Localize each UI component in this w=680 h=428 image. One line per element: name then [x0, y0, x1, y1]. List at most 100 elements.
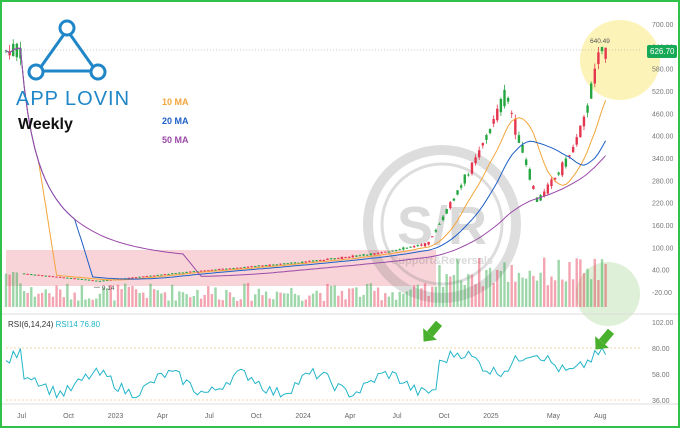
volume-bar: [528, 270, 531, 307]
volume-bar: [524, 278, 528, 307]
candle-body: [438, 223, 441, 225]
ma10-line: [5, 47, 607, 281]
volume-bar: [369, 283, 373, 307]
volume-bar: [214, 287, 217, 307]
candle-body: [344, 256, 347, 258]
volume-bar: [347, 288, 351, 307]
volume-bar: [481, 286, 485, 307]
candle-body: [152, 275, 156, 277]
price-axis-label: 160.00: [652, 223, 674, 230]
candle-body: [420, 244, 423, 246]
time-axis-label: Apr: [345, 413, 357, 420]
volume-bar: [95, 298, 98, 307]
candle-body: [210, 269, 214, 271]
candle-body: [246, 266, 250, 268]
volume-bar: [398, 291, 401, 307]
volume-bar: [521, 277, 524, 307]
candle-body: [228, 268, 232, 270]
time-axis-label: Jul: [393, 413, 402, 420]
volume-bar: [362, 294, 365, 307]
candle-body: [33, 274, 37, 276]
candle-body: [449, 202, 452, 209]
high-label: 640.49: [590, 38, 610, 45]
volume-bar: [485, 269, 488, 307]
volume-bar: [423, 283, 427, 307]
volume-bar: [243, 283, 246, 307]
candle-body: [463, 174, 466, 184]
volume-bar: [84, 299, 87, 307]
volume-bar: [358, 296, 362, 307]
candle-body: [366, 254, 369, 256]
watermark-ring: [363, 145, 521, 303]
candle-body: [589, 83, 593, 99]
candle-body: [427, 241, 430, 245]
candle-body: [279, 263, 282, 265]
volume-bar: [391, 292, 394, 307]
volume-bar: [355, 287, 358, 307]
volume-bar: [459, 280, 463, 307]
candle-body: [319, 260, 322, 262]
candle-body: [268, 264, 271, 266]
volume-bar: [337, 295, 340, 307]
volume-bar: [254, 294, 257, 307]
volume-bar: [221, 300, 224, 307]
low-label: 9.14: [102, 285, 115, 292]
price-axis-label: 400.00: [652, 134, 674, 141]
volume-bar: [48, 293, 51, 307]
volume-bar: [351, 288, 354, 307]
applovin-logo: [27, 19, 107, 81]
volume-bar: [376, 287, 380, 307]
candle-body: [51, 276, 55, 278]
volume-bar: [8, 274, 11, 307]
volume-bar: [142, 292, 145, 307]
candle-body: [326, 258, 329, 260]
volume-bar: [26, 292, 29, 307]
candle-body: [431, 236, 434, 238]
candle-body: [315, 260, 318, 262]
candle-body: [48, 275, 51, 277]
candle-body: [250, 266, 253, 268]
candle-body: [481, 143, 485, 146]
volume-bar: [131, 286, 134, 307]
volume-bar: [4, 273, 8, 307]
volume-bar: [261, 295, 264, 307]
candle-body: [170, 273, 174, 275]
volume-bar: [384, 293, 387, 307]
candle-body: [456, 190, 459, 195]
volume-bar: [163, 292, 167, 307]
volume-bar: [55, 285, 58, 307]
rsi-axis-label: 36.00: [652, 398, 670, 405]
volume-bar: [394, 299, 398, 307]
candle-body: [160, 274, 163, 276]
candle-body: [58, 276, 62, 278]
candle-body: [297, 262, 300, 264]
volume-bar: [589, 279, 593, 307]
candle-body: [492, 119, 495, 124]
candle-body: [26, 273, 29, 275]
price-axis-label: 40.00: [652, 268, 670, 275]
time-axis-label: 2025: [483, 413, 499, 420]
candle-body: [409, 246, 412, 248]
candle-body: [597, 52, 600, 65]
volume-bar: [30, 287, 33, 307]
candle-body: [44, 275, 47, 277]
volume-bar: [409, 289, 412, 307]
volume-bar: [434, 286, 438, 307]
candle-body: [232, 268, 235, 270]
volume-bar: [167, 300, 170, 307]
watermark-text: S/R: [397, 196, 487, 256]
volume-bar: [431, 286, 434, 307]
candle-body: [22, 273, 26, 275]
time-axis-label: Oct: [439, 413, 450, 420]
candle-body: [362, 254, 365, 256]
candle-body: [394, 250, 398, 252]
candle-body: [405, 247, 409, 249]
volume-bar: [416, 284, 419, 307]
volume-bar: [499, 270, 503, 307]
candle-body: [254, 266, 257, 268]
candle-body: [579, 125, 582, 138]
candle-body: [40, 275, 44, 277]
volume-bar: [87, 298, 91, 307]
volume-bar: [189, 297, 192, 307]
